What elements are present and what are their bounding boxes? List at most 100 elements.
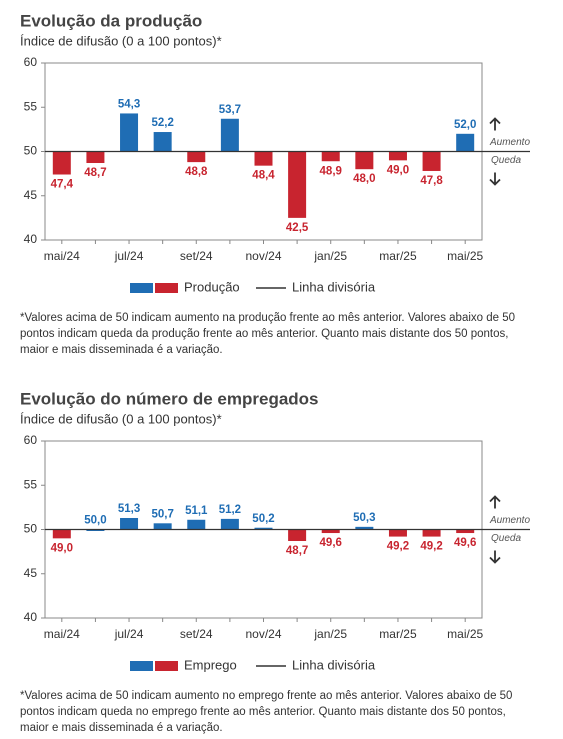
chart-section: Evolução da produção Índice de difusão (0…: [20, 11, 530, 356]
legend-label: Linha divisória: [292, 279, 376, 294]
value-label: 51,2: [219, 504, 241, 516]
bar: [254, 527, 273, 530]
bar: [355, 151, 374, 170]
value-label: 53,7: [219, 104, 241, 116]
value-label: 49,2: [420, 541, 442, 553]
y-tick-label: 45: [24, 566, 38, 580]
bar: [120, 517, 139, 530]
chart-section: Evolução do número de empregados Índice d…: [0, 378, 563, 739]
bar: [153, 523, 172, 530]
chart-title: Evolução da produção: [20, 11, 202, 30]
down-arrow: [489, 172, 501, 186]
legend-label: Emprego: [184, 657, 237, 672]
y-tick-label: 45: [24, 188, 38, 202]
down-arrow: [489, 550, 501, 564]
legend-swatch: [155, 283, 178, 293]
value-label: 50,2: [252, 513, 274, 525]
bar: [422, 151, 441, 171]
bar: [321, 151, 340, 162]
above-annotation: Aumento: [489, 137, 530, 148]
value-label: 48,7: [286, 545, 308, 557]
x-tick-label: mai/24: [44, 249, 80, 263]
footnote: *Valores acima de 50 indicam aumento na …: [20, 312, 516, 356]
value-label: 51,3: [118, 503, 140, 515]
value-label: 54,3: [118, 98, 140, 110]
bar: [288, 529, 307, 542]
x-tick-label: set/24: [180, 249, 213, 263]
bar: [220, 118, 239, 152]
bar: [254, 151, 273, 166]
value-label: 49,0: [51, 542, 73, 554]
x-tick-label: jul/24: [114, 249, 144, 263]
footnote: *Valores acima de 50 indicam aumento no …: [20, 690, 513, 734]
value-label: 51,1: [185, 505, 208, 517]
x-tick-label: mai/25: [447, 249, 483, 263]
y-tick-label: 40: [24, 232, 38, 246]
bar: [355, 526, 374, 530]
value-label: 48,0: [353, 173, 375, 185]
value-label: 49,6: [320, 537, 342, 549]
chart: Evolução da produção Índice de difusão (0…: [20, 11, 530, 294]
y-tick-label: 55: [24, 477, 38, 491]
legend-label: Produção: [184, 279, 240, 294]
below-annotation: Queda: [491, 533, 521, 544]
bar: [422, 529, 441, 537]
value-label: 50,7: [151, 508, 173, 520]
y-tick-label: 60: [24, 433, 38, 447]
bar: [220, 518, 239, 530]
value-label: 52,0: [454, 119, 476, 131]
x-tick-label: mai/24: [44, 627, 80, 641]
value-label: 42,5: [286, 222, 309, 234]
up-arrow: [489, 495, 501, 509]
up-arrow: [489, 117, 501, 131]
legend-swatch: [155, 661, 178, 671]
bar: [86, 151, 105, 164]
y-tick-label: 40: [24, 610, 38, 624]
y-tick-label: 50: [24, 144, 38, 158]
below-annotation: Queda: [491, 155, 521, 166]
legend-label: Linha divisória: [292, 657, 376, 672]
bar: [456, 133, 475, 152]
bar: [388, 151, 407, 161]
chart: Evolução do número de empregados Índice d…: [20, 389, 530, 672]
bar: [52, 529, 71, 539]
value-label: 50,0: [84, 515, 106, 527]
value-label: 48,7: [84, 167, 106, 179]
value-label: 48,8: [185, 166, 208, 178]
above-annotation: Aumento: [489, 515, 530, 526]
x-tick-label: mar/25: [379, 249, 417, 263]
x-tick-label: mai/25: [447, 627, 483, 641]
bar: [456, 529, 475, 534]
y-tick-label: 55: [24, 99, 38, 113]
bar: [52, 151, 71, 175]
x-tick-label: set/24: [180, 627, 213, 641]
x-tick-label: nov/24: [245, 627, 281, 641]
bar: [120, 113, 139, 152]
bar: [153, 132, 172, 152]
value-label: 52,2: [151, 117, 173, 129]
bar: [86, 529, 105, 531]
chart-title: Evolução do número de empregados: [20, 389, 319, 408]
bar: [321, 529, 340, 534]
bar: [288, 151, 307, 218]
value-label: 48,9: [320, 165, 342, 177]
chart-subtitle: Índice de difusão (0 a 100 pontos)*: [20, 411, 222, 426]
x-tick-label: nov/24: [245, 249, 281, 263]
x-tick-label: jul/24: [114, 627, 144, 641]
y-tick-label: 60: [24, 55, 38, 69]
x-tick-label: jan/25: [313, 249, 347, 263]
value-label: 49,2: [387, 541, 409, 553]
x-tick-label: jan/25: [313, 627, 347, 641]
legend-swatch: [130, 661, 153, 671]
value-label: 50,3: [353, 512, 375, 524]
legend-swatch: [130, 283, 153, 293]
chart-subtitle: Índice de difusão (0 a 100 pontos)*: [20, 33, 222, 48]
value-label: 49,6: [454, 537, 476, 549]
value-label: 47,8: [420, 175, 443, 187]
value-label: 48,4: [252, 170, 275, 182]
bar: [187, 151, 206, 163]
value-label: 49,0: [387, 164, 409, 176]
value-label: 47,4: [51, 179, 74, 191]
y-tick-label: 50: [24, 522, 38, 536]
